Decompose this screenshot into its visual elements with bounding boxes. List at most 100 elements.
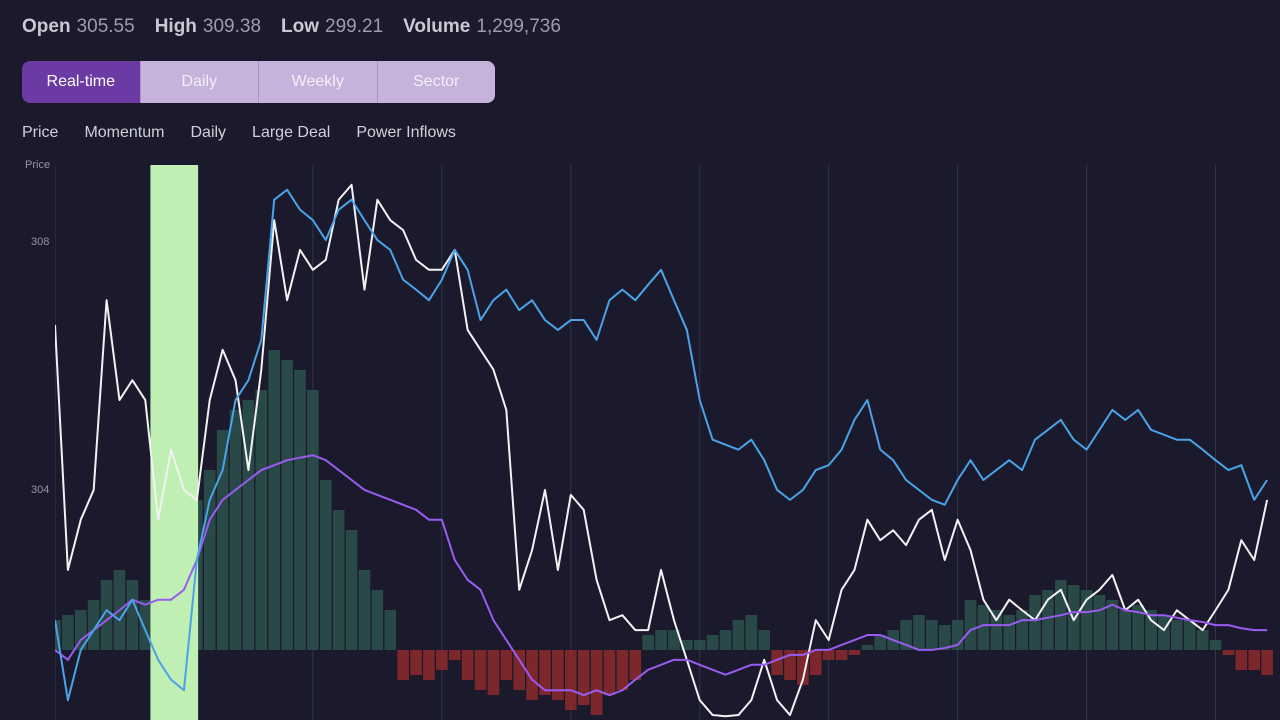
momentum-bar [448, 650, 461, 660]
momentum-bar [539, 650, 551, 695]
stats-bar: Open 305.55 High 309.38 Low 299.21 Volume 1,299… [22, 16, 561, 38]
highlight-band [150, 165, 199, 720]
momentum-bar [719, 630, 732, 650]
stat-label: Volume [403, 16, 471, 37]
momentum-bar [371, 590, 384, 650]
momentum-bar [1196, 630, 1209, 650]
momentum-bar [1029, 595, 1041, 650]
momentum-bar [1132, 605, 1144, 650]
momentum-bar [281, 360, 293, 650]
tab-bar: Real-time Daily Weekly Sector [22, 61, 495, 103]
stat-value: 1,299,736 [476, 16, 561, 37]
series-line [55, 188, 1268, 702]
series-line [55, 454, 1268, 697]
momentum-bar [384, 610, 397, 650]
tab[interactable]: Sector [376, 61, 495, 103]
momentum-bar [732, 620, 745, 650]
momentum-bar [1067, 585, 1080, 650]
momentum-bar [307, 390, 319, 650]
y-tick-label: 308 [31, 236, 49, 248]
momentum-bar [848, 650, 861, 655]
momentum-bar [487, 650, 500, 695]
momentum-bar [1093, 595, 1106, 650]
momentum-bar [964, 600, 977, 650]
momentum-bar [1119, 610, 1132, 650]
momentum-bar [1261, 650, 1273, 675]
stat: Low 299.21 [281, 16, 383, 38]
momentum-bar [397, 650, 409, 680]
stat: Volume 1,299,736 [403, 16, 561, 38]
momentum-bar [1248, 650, 1261, 670]
momentum-bar [938, 625, 951, 650]
stat-value: 309.38 [202, 16, 262, 37]
momentum-bar [358, 570, 371, 650]
momentum-bar [1209, 640, 1222, 650]
momentum-bar [513, 650, 526, 690]
legend-item[interactable]: Momentum [84, 124, 164, 142]
momentum-bar [693, 640, 706, 650]
legend: Price Momentum Daily Large Deal Power Inflow… [22, 124, 456, 142]
momentum-bar [229, 410, 242, 650]
momentum-bar [758, 630, 771, 650]
momentum-bar [603, 650, 616, 695]
y-tick-label: 304 [31, 484, 49, 496]
legend-item[interactable]: Large Deal [252, 124, 330, 142]
momentum-bar [552, 650, 564, 700]
legend-label: Daily [190, 124, 227, 141]
momentum-bar [564, 650, 577, 710]
momentum-bar [1106, 600, 1119, 650]
legend-item[interactable]: Power Inflows [356, 124, 456, 142]
momentum-bar [990, 610, 1003, 650]
momentum-bar [474, 650, 487, 690]
momentum-bar [926, 620, 938, 650]
stat-label: Low [281, 16, 320, 37]
momentum-bar [951, 620, 964, 650]
legend-item[interactable]: Daily [190, 124, 226, 142]
momentum-bar [74, 610, 87, 650]
momentum-bar [526, 650, 538, 700]
momentum-bar [861, 645, 874, 650]
stat-value: 305.55 [76, 16, 135, 37]
momentum-bar [616, 650, 629, 690]
stat-value: 299.21 [325, 16, 384, 37]
momentum-bar [436, 650, 448, 670]
momentum-bar [590, 650, 603, 715]
momentum-bar [900, 620, 912, 650]
momentum-bar [423, 650, 435, 680]
momentum-bar [809, 650, 822, 675]
tab[interactable]: Weekly [258, 61, 377, 103]
momentum-bar [203, 470, 216, 650]
momentum-bar [1080, 590, 1093, 650]
momentum-bar [1183, 620, 1196, 650]
momentum-bar [100, 580, 113, 650]
momentum-bar [642, 635, 654, 650]
momentum-bar [345, 530, 358, 650]
legend-label: Power Inflows [356, 124, 456, 141]
momentum-bar [977, 605, 990, 650]
momentum-bar [126, 580, 139, 650]
momentum-bar [771, 650, 783, 675]
momentum-bar [87, 600, 100, 650]
tab[interactable]: Daily [139, 61, 258, 103]
momentum-bar [874, 635, 887, 650]
momentum-bar [242, 400, 255, 650]
momentum-bar [62, 615, 74, 650]
momentum-bar [822, 650, 835, 660]
momentum-bar [1158, 615, 1170, 650]
momentum-bar [655, 630, 667, 650]
series-line [55, 183, 1269, 718]
momentum-bar [745, 615, 758, 650]
momentum-bar [139, 600, 152, 650]
momentum-bar [835, 650, 848, 660]
stat-label: High [154, 16, 197, 37]
tab[interactable]: Real-time [22, 61, 140, 103]
momentum-bar [706, 635, 719, 650]
momentum-bar [797, 650, 809, 685]
momentum-bar [1145, 610, 1157, 650]
momentum-bar [268, 350, 281, 650]
legend-item[interactable]: Price [22, 124, 58, 142]
momentum-bar [461, 650, 474, 680]
momentum-bar [216, 430, 229, 650]
